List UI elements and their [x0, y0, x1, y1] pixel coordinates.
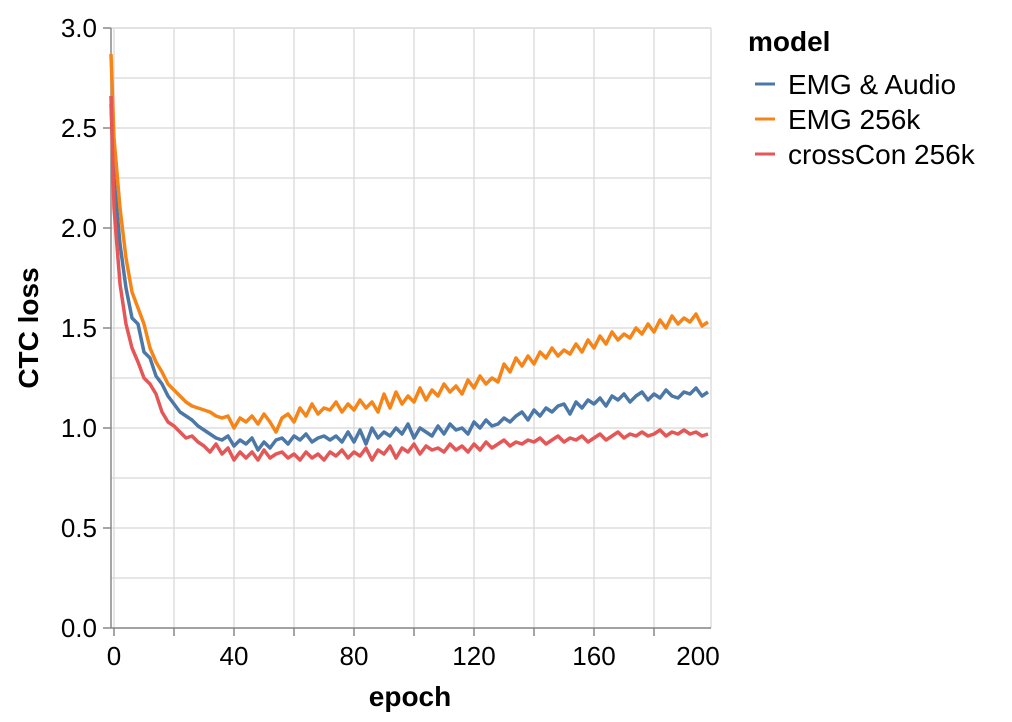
y-tick-label: 3.0: [61, 13, 97, 43]
x-tick-label: 200: [676, 641, 719, 671]
x-tick-label: 40: [220, 641, 249, 671]
x-tick-label: 160: [572, 641, 615, 671]
legend: model EMG & Audio EMG 256k crossCon 256k: [748, 26, 976, 170]
grid: [111, 27, 712, 629]
series-line-2: [109, 53, 709, 434]
y-tick-label: 2.0: [61, 213, 97, 243]
series-lines: [109, 53, 709, 462]
y-tick-label: 0.0: [61, 613, 97, 643]
x-tick-label: 120: [452, 641, 495, 671]
y-tick-label: 0.5: [61, 513, 97, 543]
x-tick-label: 0: [107, 641, 121, 671]
x-axis-title: epoch: [369, 681, 451, 712]
y-tick-label: 2.5: [61, 113, 97, 143]
y-tick-label: 1.0: [61, 413, 97, 443]
y-tick-label: 1.5: [61, 313, 97, 343]
x-tick-label: 80: [340, 641, 369, 671]
legend-label: crossCon 256k: [788, 139, 976, 170]
legend-label: EMG & Audio: [788, 69, 956, 100]
legend-title: model: [748, 26, 830, 57]
y-axis-title: CTC loss: [13, 267, 44, 388]
axes: 0 40 80 120 160 200 0.0 0.5 1.0 1.5 2.0 2.5 3.0: [61, 13, 720, 671]
series-line-3: [109, 95, 709, 462]
legend-label: EMG 256k: [788, 104, 921, 135]
series-line-1: [109, 103, 709, 452]
